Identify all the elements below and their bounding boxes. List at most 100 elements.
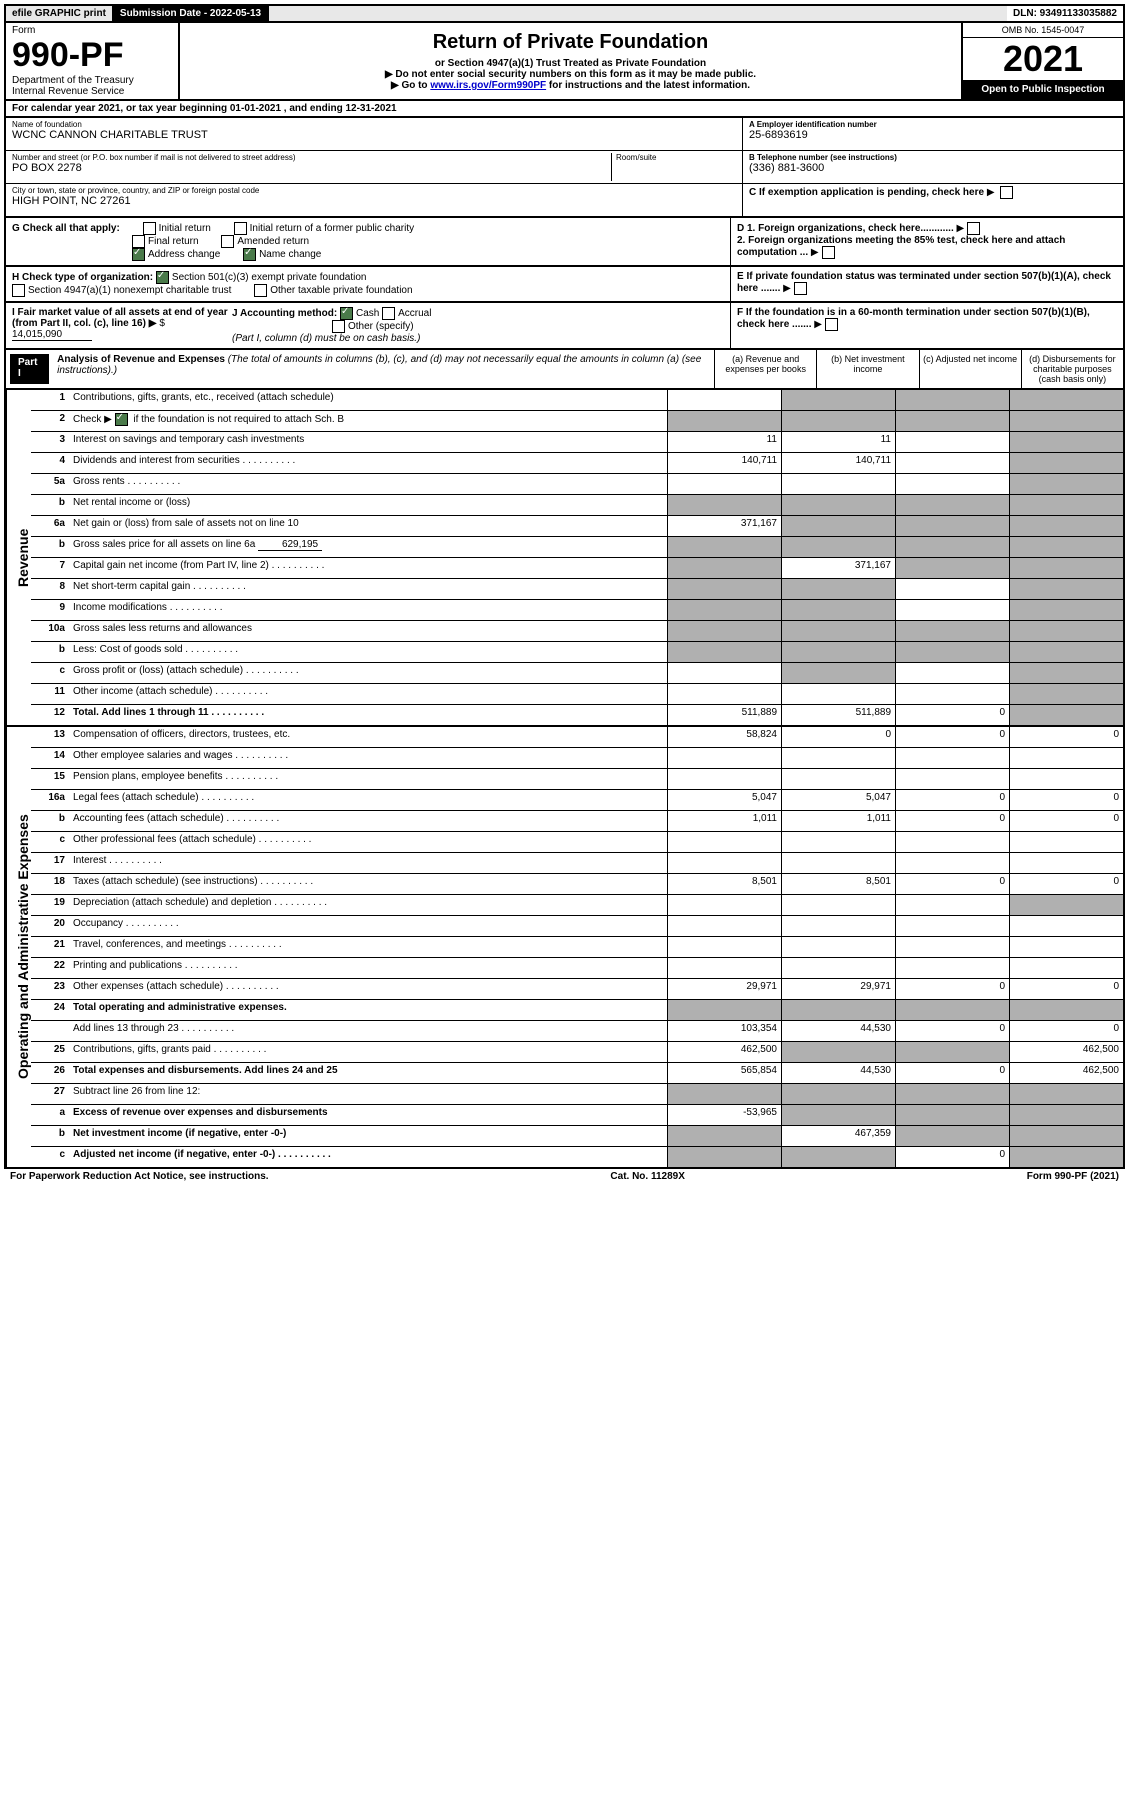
v16ad: 0 xyxy=(1009,790,1123,810)
r1: Contributions, gifts, grants, etc., rece… xyxy=(69,390,667,410)
initial-former-checkbox[interactable] xyxy=(234,222,247,235)
c-checkbox[interactable] xyxy=(1000,186,1013,199)
v16aa: 5,047 xyxy=(667,790,781,810)
v18c: 0 xyxy=(895,874,1009,894)
v23d: 0 xyxy=(1009,979,1123,999)
v24c: 0 xyxy=(895,1021,1009,1041)
name-label: Name of foundation xyxy=(12,120,736,129)
v13c: 0 xyxy=(895,727,1009,747)
v4a: 140,711 xyxy=(667,453,781,473)
initial-return-label: Initial return xyxy=(159,223,211,234)
other-checkbox[interactable] xyxy=(332,320,345,333)
h-4947-checkbox[interactable] xyxy=(12,284,25,297)
r16c: Other professional fees (attach schedule… xyxy=(69,832,667,852)
city-state-zip: HIGH POINT, NC 27261 xyxy=(12,195,736,207)
phone-label: B Telephone number (see instructions) xyxy=(749,153,1117,162)
footer-mid: Cat. No. 11289X xyxy=(610,1171,684,1182)
initial-return-checkbox[interactable] xyxy=(143,222,156,235)
irs-label: Internal Revenue Service xyxy=(12,86,172,97)
d2-checkbox[interactable] xyxy=(822,246,835,259)
v18a: 8,501 xyxy=(667,874,781,894)
form-subtitle: or Section 4947(a)(1) Trust Treated as P… xyxy=(184,58,957,69)
v3a: 11 xyxy=(667,432,781,452)
v24d: 0 xyxy=(1009,1021,1123,1041)
efile-print-button[interactable]: efile GRAPHIC print xyxy=(6,6,114,21)
final-return-label: Final return xyxy=(148,236,199,247)
h-opt2: Section 4947(a)(1) nonexempt charitable … xyxy=(28,285,231,296)
d1-label: D 1. Foreign organizations, check here..… xyxy=(737,223,954,234)
h-other-checkbox[interactable] xyxy=(254,284,267,297)
v16bc: 0 xyxy=(895,811,1009,831)
d1-checkbox[interactable] xyxy=(967,222,980,235)
submission-date: Submission Date - 2022-05-13 xyxy=(114,6,269,21)
h-opt3: Other taxable private foundation xyxy=(270,285,412,296)
v23c: 0 xyxy=(895,979,1009,999)
r2pre: Check ▶ xyxy=(73,414,112,425)
v13d: 0 xyxy=(1009,727,1123,747)
top-bar: efile GRAPHIC print Submission Date - 20… xyxy=(4,4,1125,23)
r20: Occupancy xyxy=(69,916,667,936)
address-change-checkbox[interactable] xyxy=(132,248,145,261)
r16b: Accounting fees (attach schedule) xyxy=(69,811,667,831)
part1-title: Analysis of Revenue and Expenses xyxy=(57,354,225,365)
j-note: (Part I, column (d) must be on cash basi… xyxy=(232,333,420,344)
h-opt1: Section 501(c)(3) exempt private foundat… xyxy=(172,272,367,283)
d2-label: 2. Foreign organizations meeting the 85%… xyxy=(737,235,1065,258)
address-change-label: Address change xyxy=(148,249,220,260)
v25a: 462,500 xyxy=(667,1042,781,1062)
expenses-tab: Operating and Administrative Expenses xyxy=(6,727,31,1167)
r27a: Excess of revenue over expenses and disb… xyxy=(69,1105,667,1125)
h-label: H Check type of organization: xyxy=(12,272,153,283)
cash-label: Cash xyxy=(356,308,379,319)
v16ba: 1,011 xyxy=(667,811,781,831)
v16bb: 1,011 xyxy=(781,811,895,831)
name-change-checkbox[interactable] xyxy=(243,248,256,261)
g-label: G Check all that apply: xyxy=(12,223,120,234)
r9: Income modifications xyxy=(69,600,667,620)
r24: Total operating and administrative expen… xyxy=(69,1000,667,1020)
i-label: I Fair market value of all assets at end… xyxy=(12,307,228,329)
r4: Dividends and interest from securities xyxy=(69,453,667,473)
part1-badge: Part I xyxy=(10,354,49,384)
r27b: Net investment income (if negative, ente… xyxy=(69,1126,667,1146)
r12: Total. Add lines 1 through 11 xyxy=(69,705,667,725)
schb-checkbox[interactable] xyxy=(115,413,128,426)
section-g-d: G Check all that apply: Initial return I… xyxy=(4,218,1125,267)
footer-right: Form 990-PF (2021) xyxy=(1027,1171,1119,1182)
v27bb: 467,359 xyxy=(781,1126,895,1146)
calendar-year-line: For calendar year 2021, or tax year begi… xyxy=(4,101,1125,118)
r17: Interest xyxy=(69,853,667,873)
amended-checkbox[interactable] xyxy=(221,235,234,248)
f-checkbox[interactable] xyxy=(825,318,838,331)
r26: Total expenses and disbursements. Add li… xyxy=(69,1063,667,1083)
expenses-section: Operating and Administrative Expenses 13… xyxy=(4,727,1125,1169)
cash-checkbox[interactable] xyxy=(340,307,353,320)
form-title: Return of Private Foundation xyxy=(184,31,957,54)
initial-former-label: Initial return of a former public charit… xyxy=(250,223,415,234)
accrual-checkbox[interactable] xyxy=(382,307,395,320)
r15: Pension plans, employee benefits xyxy=(69,769,667,789)
r5b: Net rental income or (loss) xyxy=(69,495,667,515)
form-note1: ▶ Do not enter social security numbers o… xyxy=(184,69,957,80)
h-501c3-checkbox[interactable] xyxy=(156,271,169,284)
revenue-section: Revenue 1Contributions, gifts, grants, e… xyxy=(4,390,1125,727)
v26c: 0 xyxy=(895,1063,1009,1083)
irs-link[interactable]: www.irs.gov/Form990PF xyxy=(430,80,546,91)
f-label: F If the foundation is in a 60-month ter… xyxy=(737,307,1090,330)
tax-year: 2021 xyxy=(963,38,1123,80)
entity-info: Name of foundation WCNC CANNON CHARITABL… xyxy=(4,118,1125,218)
r10a: Gross sales less returns and allowances xyxy=(69,621,667,641)
foundation-name: WCNC CANNON CHARITABLE TRUST xyxy=(12,129,736,141)
page-footer: For Paperwork Reduction Act Notice, see … xyxy=(4,1169,1125,1184)
col-c-header: (c) Adjusted net income xyxy=(919,350,1021,388)
addr-label: Number and street (or P.O. box number if… xyxy=(12,153,611,162)
address: PO BOX 2278 xyxy=(12,162,611,174)
r6b: Gross sales price for all assets on line… xyxy=(73,539,255,550)
v27cc: 0 xyxy=(895,1147,1009,1167)
v13b: 0 xyxy=(781,727,895,747)
r27c: Adjusted net income (if negative, enter … xyxy=(69,1147,667,1167)
v23b: 29,971 xyxy=(781,979,895,999)
e-checkbox[interactable] xyxy=(794,282,807,295)
v3b: 11 xyxy=(781,432,895,452)
col-b-header: (b) Net investment income xyxy=(816,350,918,388)
